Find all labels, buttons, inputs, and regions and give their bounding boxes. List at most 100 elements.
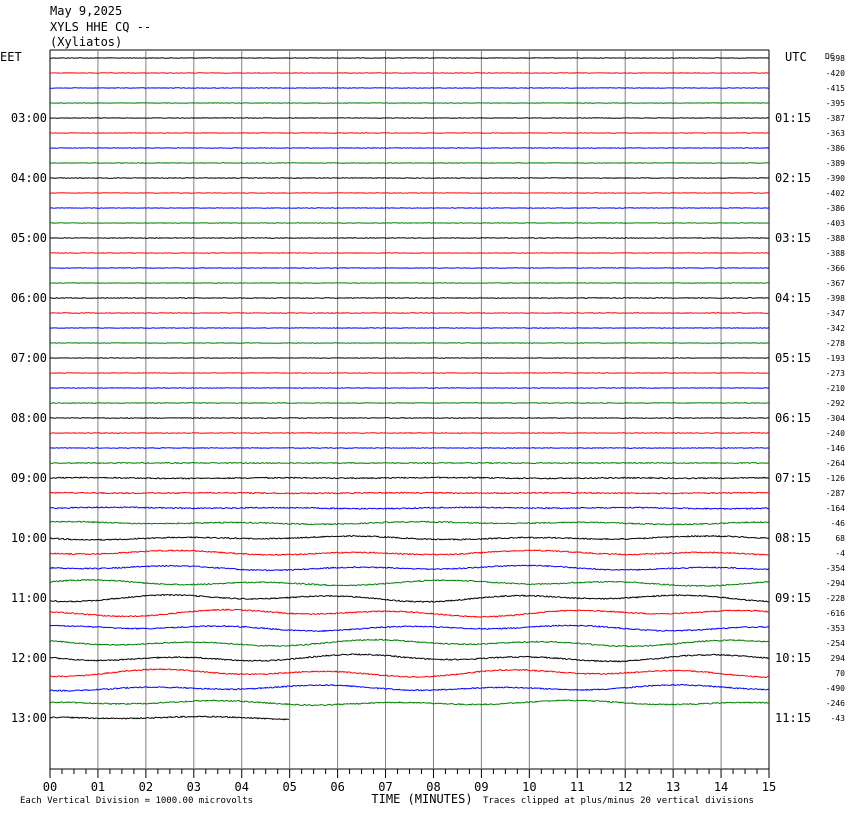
dc-offset-label: -353 <box>826 624 845 633</box>
seismic-trace <box>49 461 770 465</box>
right-hour-label: 08:15 <box>775 531 811 545</box>
seismic-trace <box>49 327 770 329</box>
seismic-trace <box>49 593 770 603</box>
plot-date: May 9,2025 <box>50 4 123 18</box>
right-hour-label: 10:15 <box>775 651 811 665</box>
dc-offset-label: -389 <box>826 159 845 168</box>
dc-offset-label: -390 <box>826 174 845 183</box>
x-tick-label: 01 <box>91 780 105 794</box>
footer-scale-note: Each Vertical Division = 1000.00 microvo… <box>20 796 253 806</box>
dc-offset-label: -386 <box>826 144 845 153</box>
x-tick-label: 02 <box>139 780 153 794</box>
dc-offset-label: -366 <box>826 264 845 273</box>
seismic-trace <box>49 416 770 419</box>
dc-offset-label: -240 <box>826 429 845 438</box>
seismic-trace <box>49 132 770 134</box>
dc-offset-label: -386 <box>826 204 845 213</box>
seismic-trace <box>49 624 770 633</box>
seismic-trace <box>49 102 770 104</box>
seismic-trace <box>49 564 770 572</box>
dc-offset-label: -363 <box>826 129 845 138</box>
seismic-trace <box>49 207 770 209</box>
left-hour-label: 11:00 <box>11 591 47 605</box>
x-axis-label: TIME (MINUTES) <box>371 792 472 806</box>
seismic-trace <box>49 447 770 449</box>
right-hour-label: 04:15 <box>775 291 811 305</box>
dc-offset-label: -287 <box>826 489 845 498</box>
left-hour-label: 13:00 <box>11 711 47 725</box>
right-hour-label: 07:15 <box>775 471 811 485</box>
x-tick-label: 08 <box>426 780 440 794</box>
seismic-trace <box>49 387 770 389</box>
seismic-trace <box>49 476 770 480</box>
seismic-trace <box>49 296 770 300</box>
left-hour-label: 06:00 <box>11 291 47 305</box>
dc-offset-label: -278 <box>826 339 845 348</box>
seismic-trace <box>49 402 770 404</box>
left-hour-label: 10:00 <box>11 531 47 545</box>
dc-offset-label: -403 <box>826 219 845 228</box>
dc-offset-label: 68 <box>835 534 845 543</box>
dc-offset-label: -146 <box>826 444 845 453</box>
seismic-trace <box>49 491 770 495</box>
seismic-trace <box>49 357 770 359</box>
dc-offset-label: -46 <box>831 519 846 528</box>
seismic-trace <box>49 282 770 284</box>
dc-offset-label: -246 <box>826 699 845 708</box>
left-hour-label: 12:00 <box>11 651 47 665</box>
x-tick-label: 03 <box>187 780 201 794</box>
x-tick-label: 11 <box>570 780 584 794</box>
x-tick-label: 00 <box>43 780 57 794</box>
left-hour-label: 05:00 <box>11 231 47 245</box>
dc-offset-label: -415 <box>826 84 845 93</box>
right-hour-label: 09:15 <box>775 591 811 605</box>
dc-offset-label: -387 <box>826 114 845 123</box>
x-tick-label: 04 <box>235 780 249 794</box>
x-tick-label: 10 <box>522 780 536 794</box>
seismic-trace <box>49 192 770 194</box>
seismic-trace <box>49 520 770 526</box>
right-hour-label: 02:15 <box>775 171 811 185</box>
dc-offset-label: -228 <box>826 594 845 603</box>
dc-offset-label: -395 <box>826 99 845 108</box>
right-hour-label: 01:15 <box>775 111 811 125</box>
dc-offset-label: -398 <box>826 54 845 63</box>
x-tick-label: 13 <box>666 780 680 794</box>
seismic-trace <box>49 87 770 89</box>
dc-offset-label: -616 <box>826 609 845 618</box>
dc-offset-label: -292 <box>826 399 845 408</box>
seismic-trace <box>49 177 770 179</box>
left-timezone-label: EET <box>0 50 22 64</box>
seismic-trace <box>49 252 770 254</box>
x-tick-label: 05 <box>282 780 296 794</box>
footer-clip-note: Traces clipped at plus/minus 20 vertical… <box>483 796 754 806</box>
dc-offset-label: -264 <box>826 459 845 468</box>
left-hour-label: 07:00 <box>11 351 47 365</box>
x-tick-label: 09 <box>474 780 488 794</box>
dc-column-label: DC <box>825 52 835 61</box>
seismic-trace <box>49 608 770 618</box>
dc-offset-label: -4 <box>835 549 845 558</box>
dc-offset-label: -367 <box>826 279 845 288</box>
seismic-trace <box>49 147 770 149</box>
x-tick-label: 12 <box>618 780 632 794</box>
dc-offset-label: -254 <box>826 639 845 648</box>
seismic-trace <box>49 638 770 648</box>
right-hour-label: 05:15 <box>775 351 811 365</box>
seismic-trace <box>49 578 770 588</box>
dc-offset-label: -398 <box>826 294 845 303</box>
seismic-trace <box>49 342 770 344</box>
x-tick-label: 07 <box>378 780 392 794</box>
x-tick-label: 14 <box>714 780 728 794</box>
seismic-trace <box>49 117 770 119</box>
seismic-trace <box>49 683 770 692</box>
dc-offset-label: -210 <box>826 384 845 393</box>
x-tick-label: 06 <box>330 780 344 794</box>
dc-offset-label: -354 <box>826 564 845 573</box>
seismic-trace <box>49 267 770 269</box>
seismic-trace <box>49 534 770 541</box>
seismic-trace <box>49 372 770 374</box>
seismic-trace <box>49 699 770 707</box>
dc-offset-label: -388 <box>826 234 845 243</box>
